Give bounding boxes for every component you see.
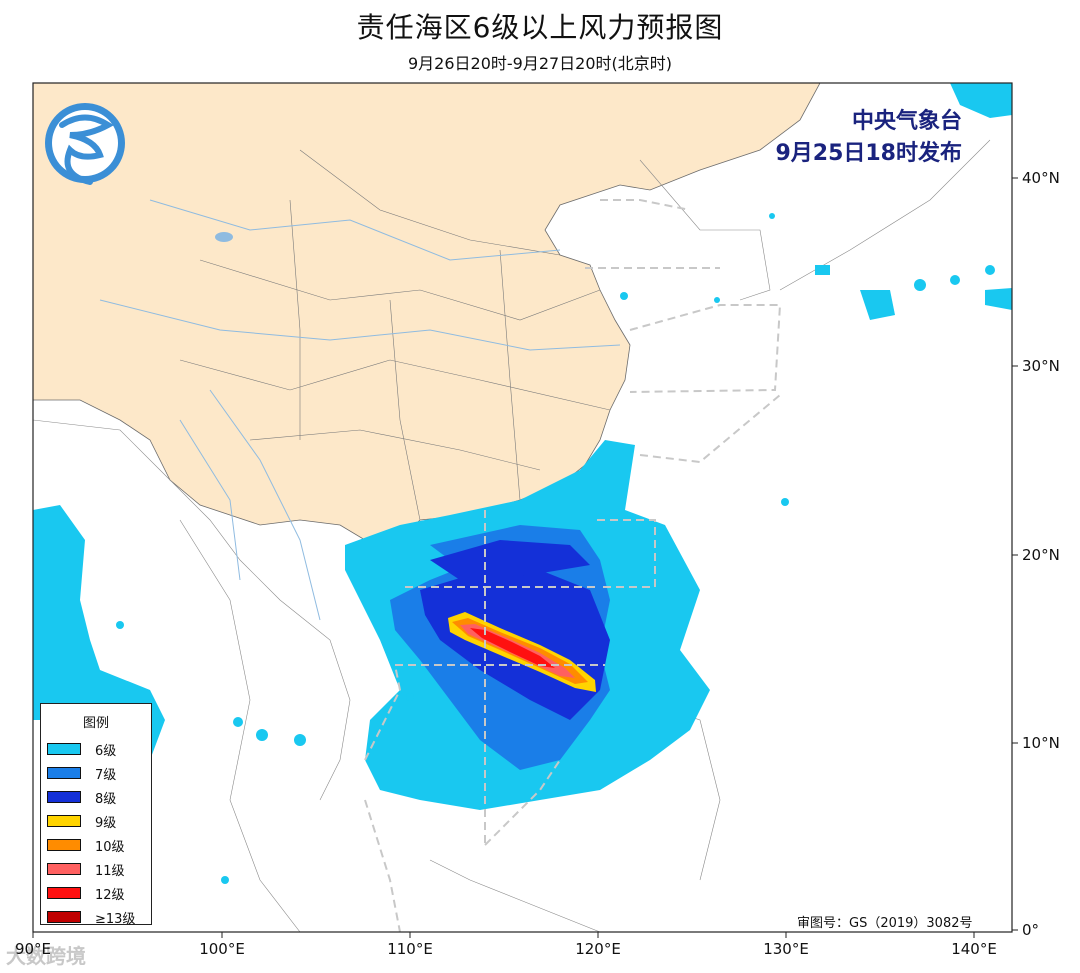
legend: 图例 6级 7级 8级 9级 10级 11级 12级 ≥13级 [40, 703, 152, 927]
rivers [99, 199, 621, 621]
legend-swatch [47, 767, 81, 779]
legend-title: 图例 [82, 716, 109, 731]
review-number: 审图号：GS（2019）3082号 [797, 916, 973, 931]
y-tick-label: 0° [1022, 921, 1040, 939]
legend-label: 9级 [95, 815, 117, 831]
y-tick-label: 40°N [1022, 169, 1060, 187]
axis-ticks [32, 177, 1018, 938]
x-tick-label: 110°E [387, 940, 433, 958]
map-frame [32, 82, 1013, 933]
x-tick-label: 120°E [575, 940, 621, 958]
legend-swatch [47, 911, 81, 923]
legend-swatch [47, 887, 81, 899]
legend-item: 11级 [41, 857, 151, 881]
legend-item: 6级 [41, 737, 151, 761]
qinghai-lake [215, 232, 233, 242]
sea-area-boundaries [364, 199, 782, 932]
legend-label: 11级 [95, 863, 125, 879]
legend-item: 12级 [41, 881, 151, 905]
legend-swatch [47, 863, 81, 875]
cma-logo-icon [45, 103, 125, 185]
legend-item: ≥13级 [41, 905, 151, 929]
legend-item: 9级 [41, 809, 151, 833]
y-tick-label: 20°N [1022, 546, 1060, 564]
legend-label: 7级 [95, 767, 117, 783]
legend-swatch [47, 815, 81, 827]
publisher-issued: 9月25日18时发布 [775, 141, 962, 166]
china-land [33, 83, 821, 546]
legend-item: 8级 [41, 785, 151, 809]
province-boundaries [179, 149, 611, 521]
y-tick-label: 10°N [1022, 734, 1060, 752]
publisher-block: 中央气象台 9月25日18时发布 [775, 106, 962, 170]
x-tick-label: 140°E [951, 940, 997, 958]
watermark: 大数跨境 [6, 944, 86, 968]
legend-label: 6级 [95, 743, 117, 759]
y-tick-label: 30°N [1022, 357, 1060, 375]
legend-item: 7级 [41, 761, 151, 785]
x-tick-label: 90°E [14, 940, 52, 958]
x-tick-label: 100°E [199, 940, 245, 958]
map-title: 责任海区6级以上风力预报图 [356, 11, 724, 44]
publisher-agency: 中央气象台 [851, 109, 962, 134]
legend-swatch [47, 743, 81, 755]
legend-items: 6级 7级 8级 9级 10级 11级 12级 ≥13级 [41, 737, 151, 929]
legend-swatch [47, 839, 81, 851]
map-subtitle: 9月26日20时-9月27日20时(北京时) [407, 54, 673, 73]
legend-label: 10级 [95, 839, 125, 855]
legend-swatch [47, 791, 81, 803]
wind-area-12 [470, 628, 555, 668]
legend-label: 8级 [95, 791, 117, 807]
legend-item: 10级 [41, 833, 151, 857]
legend-label: ≥13级 [95, 911, 136, 927]
x-tick-label: 130°E [763, 940, 809, 958]
legend-label: 12级 [95, 887, 125, 903]
